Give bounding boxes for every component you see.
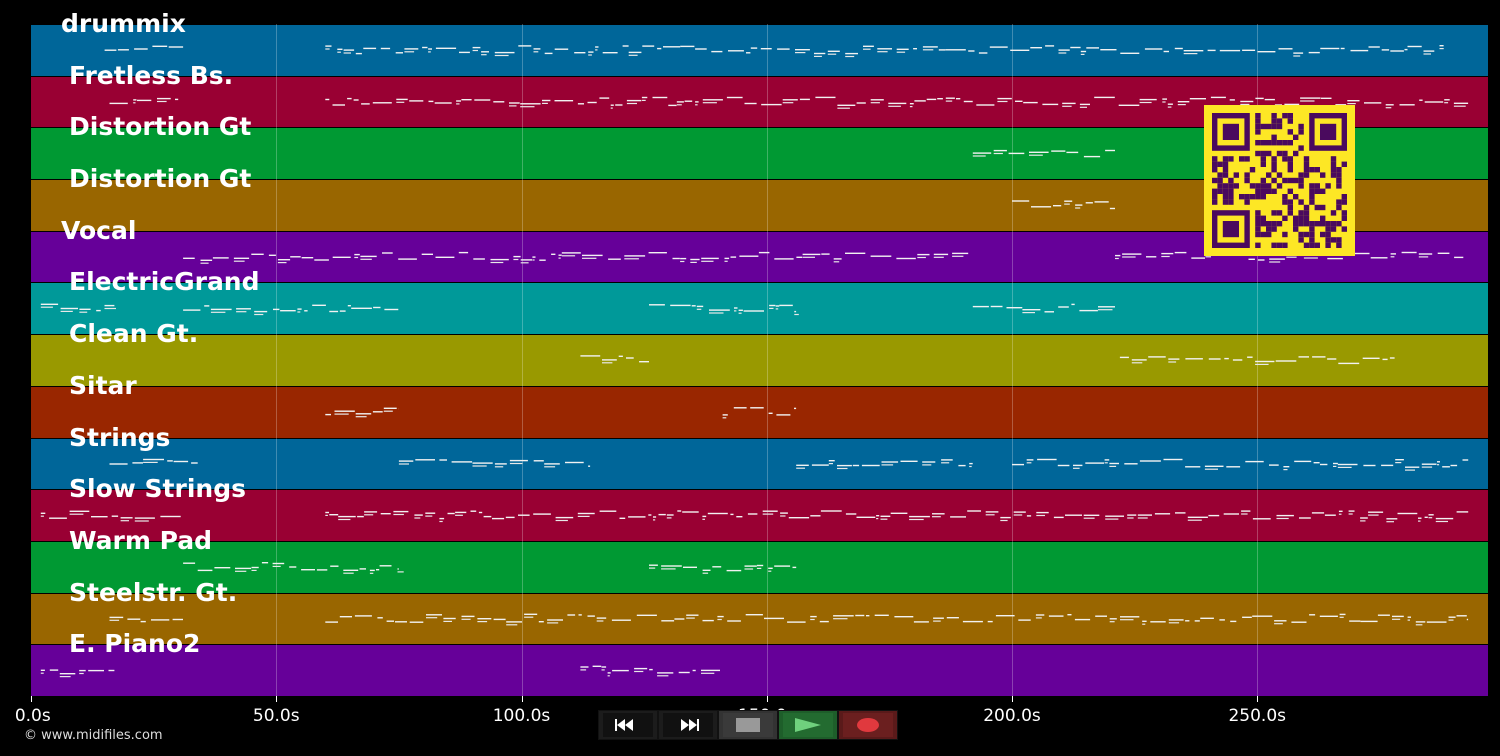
track-lane[interactable] — [31, 644, 1488, 696]
track-lane[interactable] — [31, 592, 1488, 645]
track-label: Steelstr. Gt. — [69, 577, 238, 607]
play-icon — [783, 713, 833, 737]
track-label: ElectricGrand — [69, 267, 260, 297]
tick-mark — [766, 696, 768, 702]
note-cluster — [40, 303, 116, 313]
track-label: Fretless Bs. — [69, 60, 234, 90]
track-label: Warm Pad — [69, 525, 213, 555]
note-cluster — [398, 459, 591, 468]
track-label: Strings — [69, 422, 171, 452]
track-lane[interactable] — [31, 437, 1488, 490]
tick-label: 250.0s — [1228, 706, 1287, 726]
track-lane[interactable] — [31, 385, 1488, 438]
gridline — [276, 24, 278, 696]
gridline — [1012, 24, 1013, 696]
note-cluster — [40, 669, 115, 678]
track-label: Vocal — [61, 215, 137, 245]
note-cluster — [325, 407, 399, 418]
note-cluster — [649, 564, 797, 574]
note-cluster — [104, 45, 184, 51]
track-label: Clean Gt. — [69, 319, 199, 349]
track-lane[interactable] — [31, 282, 1488, 335]
tick-mark — [276, 696, 278, 702]
note-cluster — [325, 45, 1444, 58]
track-lane[interactable] — [31, 334, 1488, 386]
note-cluster — [580, 665, 720, 677]
track-label: E. Piano2 — [69, 629, 201, 659]
play-button[interactable] — [778, 710, 838, 740]
note-cluster — [183, 562, 404, 574]
record-icon — [843, 713, 893, 737]
record-button[interactable] — [838, 710, 898, 740]
tick-label: 50.0s — [252, 706, 300, 726]
tick-label: 100.0s — [492, 706, 551, 726]
fast-forward-button[interactable] — [658, 710, 718, 740]
note-cluster — [40, 510, 181, 522]
note-cluster — [325, 510, 1469, 523]
note-cluster — [796, 459, 973, 470]
note-cluster — [109, 458, 198, 465]
note-cluster — [183, 251, 969, 264]
note-cluster — [109, 616, 183, 623]
qr-pattern — [1212, 113, 1347, 248]
tick-label: 0.0s — [14, 706, 51, 726]
note-cluster — [1012, 200, 1115, 210]
tick-mark — [1257, 696, 1259, 702]
track-label: drummix — [61, 9, 186, 38]
tick-mark — [1012, 696, 1013, 702]
gridline — [1257, 24, 1259, 696]
stop-button[interactable] — [718, 710, 778, 740]
tick-mark — [521, 696, 523, 702]
note-cluster — [325, 96, 1469, 109]
tick-mark — [31, 696, 32, 702]
note-cluster — [972, 149, 1115, 158]
gridline — [766, 24, 768, 696]
stop-icon — [723, 713, 773, 737]
note-cluster — [649, 304, 799, 316]
note-cluster — [1012, 458, 1469, 471]
note-cluster — [580, 355, 649, 364]
note-cluster — [722, 407, 797, 419]
midi-notes — [40, 45, 1469, 678]
gridline — [521, 24, 523, 696]
rewind-button[interactable] — [598, 710, 658, 740]
note-cluster — [1119, 356, 1395, 365]
note-cluster — [109, 97, 179, 105]
tick-label: 200.0s — [983, 706, 1041, 726]
track-label: Distortion Gt — [69, 164, 252, 194]
copyright-text: © www.midifiles.com — [24, 728, 163, 743]
transport-controls — [598, 710, 898, 740]
track-label: Distortion Gt — [69, 112, 252, 142]
note-cluster — [325, 613, 1469, 626]
fast-forward-icon — [663, 713, 713, 737]
track-label: Slow Strings — [69, 474, 246, 504]
note-cluster — [972, 303, 1115, 314]
track-lane[interactable] — [31, 489, 1488, 541]
qr-code-icon[interactable] — [1204, 105, 1355, 256]
note-cluster — [183, 304, 399, 316]
track-label: Sitar — [69, 370, 137, 400]
rewind-icon — [603, 713, 653, 737]
